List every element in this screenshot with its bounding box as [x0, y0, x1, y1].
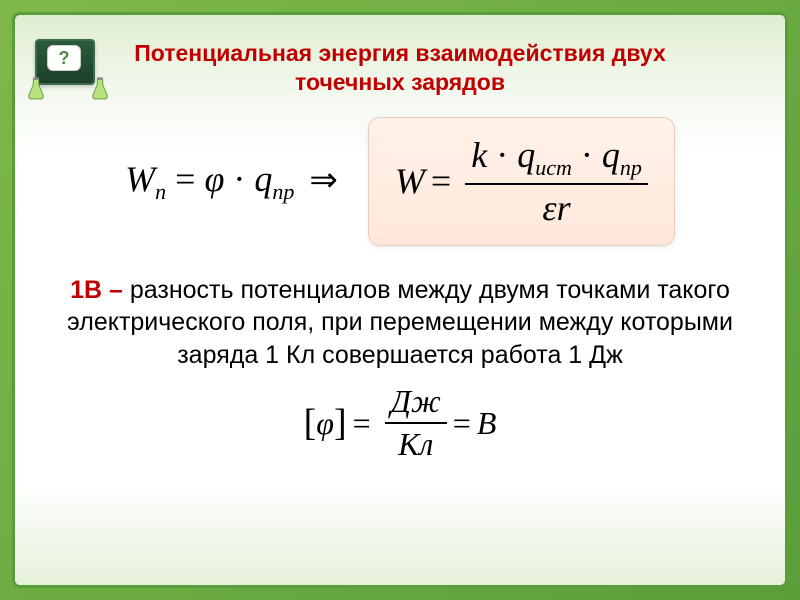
question-mark: ? [59, 48, 70, 69]
dim-lbracket: [ [304, 401, 317, 445]
dim-num: Дж [385, 381, 447, 422]
dimension-formula: [ φ ] = Дж Кл = В [304, 381, 497, 465]
f2-q1: q [517, 135, 535, 175]
question-bubble: ? [47, 45, 81, 71]
f2-q2: q [602, 135, 620, 175]
f2-W: W [395, 160, 425, 202]
slide-frame: ? Потенциальная энергия взаимодействия д… [12, 12, 788, 588]
def-dash: – [102, 276, 130, 304]
dim-result: В [477, 405, 497, 442]
mascot-icon: ? [23, 33, 113, 113]
dimension-row: [ φ ] = Дж Кл = В [45, 381, 755, 465]
f2-fraction: k · qист · qпр εr [465, 132, 648, 231]
f1-n: n [155, 179, 166, 204]
f2-k: k [471, 135, 487, 175]
f2-eps: ε [542, 188, 556, 228]
f2-q2sub: пр [620, 155, 642, 180]
f2-dot1: · [496, 135, 508, 175]
flask-left-icon [27, 77, 45, 101]
dim-phi: φ [316, 405, 334, 442]
dim-den: Кл [392, 424, 439, 465]
flask-right-icon [91, 77, 109, 101]
f2-r: r [557, 188, 571, 228]
f2-eq: = [431, 160, 451, 202]
definition-text: 1В – разность потенциалов между двумя то… [65, 274, 735, 372]
formulas-row: Wn = φ · qпр ⇒ W = k · qист · [45, 117, 755, 246]
def-body: разность потенциалов между двумя точками… [67, 276, 733, 369]
f2-numerator: k · qист · qпр [465, 132, 648, 183]
dim-eq1: = [353, 405, 371, 442]
f1-dot: · [233, 159, 245, 199]
content-area: Потенциальная энергия взаимодействия дву… [15, 15, 785, 585]
f1-qsub: пр [272, 179, 294, 204]
formula-w: W = k · qист · qпр εr [395, 132, 648, 231]
f2-q1sub: ист [535, 155, 572, 180]
f1-phi: φ [204, 159, 224, 199]
formula-box: W = k · qист · qпр εr [368, 117, 675, 246]
formula-wn: Wn = φ · qпр ⇒ [125, 158, 338, 205]
f1-eq: = [175, 159, 195, 199]
slide-title: Потенциальная энергия взаимодействия дву… [120, 39, 680, 97]
dim-eq2: = [453, 405, 471, 442]
f1-arrow: ⇒ [309, 162, 338, 199]
f2-denominator: εr [536, 185, 576, 231]
def-label: 1В [70, 276, 102, 304]
f1-q: q [254, 159, 272, 199]
f1-W: W [125, 159, 155, 199]
dim-rbracket: ] [334, 401, 347, 445]
dim-fraction: Дж Кл [385, 381, 447, 465]
f2-dot2: · [581, 135, 593, 175]
